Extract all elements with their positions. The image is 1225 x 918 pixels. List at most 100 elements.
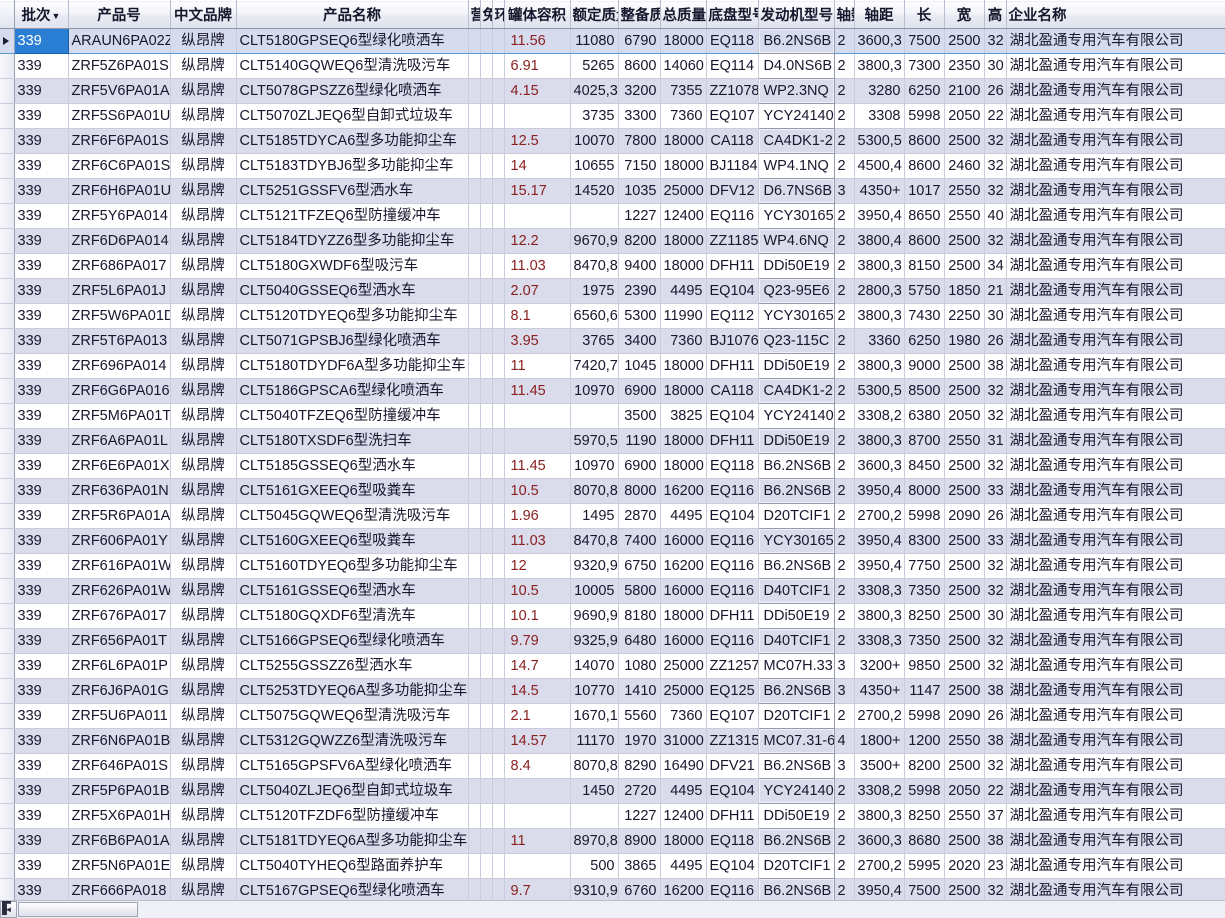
cell-prodno[interactable]: ZRF656PA01T — [68, 628, 171, 654]
cell-s1[interactable] — [468, 628, 481, 654]
cell-s1[interactable] — [468, 128, 481, 154]
cell-curb[interactable]: 1227 — [618, 203, 661, 229]
cell-tankvol[interactable]: 2.07 — [504, 278, 571, 304]
cell-batch[interactable]: 339 — [14, 53, 69, 79]
cell-rated[interactable]: 7420,7 — [570, 353, 619, 379]
cell-engine[interactable]: CA4DK1-2 — [757, 128, 835, 154]
cell-brand[interactable]: 纵昂牌 — [170, 553, 237, 579]
cell-length[interactable]: 8450 — [904, 453, 945, 479]
row-selector-gutter[interactable] — [0, 828, 15, 854]
cell-s3[interactable] — [492, 853, 505, 879]
cell-batch[interactable]: 339 — [14, 203, 69, 229]
cell-curb[interactable]: 6790 — [618, 28, 661, 54]
cell-tankvol[interactable]: 10.5 — [504, 478, 571, 504]
cell-batch[interactable]: 339 — [14, 228, 69, 254]
cell-s3[interactable] — [492, 753, 505, 779]
cell-prodno[interactable]: ZRF6F6PA01S — [68, 128, 171, 154]
horizontal-scrollbar[interactable]: ◄ — [0, 900, 1225, 918]
cell-prodname[interactable]: CLT5161GSSEQ6型洒水车 — [236, 578, 469, 604]
cell-company[interactable]: 湖北盈通专用汽车有限公司 — [1006, 303, 1225, 329]
table-row[interactable]: 339 ZRF6C6PA01S 纵昂牌 CLT5183TDYBJ6型多功能抑尘车 14 1… — [0, 153, 1225, 179]
cell-prodname[interactable]: CLT5160TDYEQ6型多功能抑尘车 — [236, 553, 469, 579]
cell-batch[interactable]: 339 — [14, 578, 69, 604]
cell-gross[interactable]: 18000 — [660, 378, 707, 404]
cell-s2[interactable] — [480, 878, 493, 900]
cell-width[interactable]: 2350 — [944, 53, 985, 79]
cell-wheelbase[interactable]: 2700,2 — [854, 853, 905, 879]
cell-height[interactable]: 33 — [984, 528, 1007, 554]
cell-height[interactable]: 38 — [984, 678, 1007, 704]
cell-s2[interactable] — [480, 578, 493, 604]
cell-batch[interactable]: 339 — [14, 703, 69, 729]
cell-batch[interactable]: 339 — [14, 778, 69, 804]
cell-brand[interactable]: 纵昂牌 — [170, 428, 237, 454]
cell-height[interactable]: 23 — [984, 853, 1007, 879]
cell-batch[interactable]: 339 — [14, 653, 69, 679]
cell-length[interactable]: 5998 — [904, 703, 945, 729]
cell-wheelbase[interactable]: 3308,3 — [854, 578, 905, 604]
cell-chassis[interactable]: DFH11 — [706, 803, 759, 829]
cell-batch[interactable]: 339 — [14, 103, 69, 129]
cell-tankvol[interactable]: 11.45 — [504, 378, 571, 404]
cell-s1[interactable] — [468, 753, 481, 779]
cell-s1[interactable] — [468, 603, 481, 629]
header-cell-s2[interactable]: 免 — [480, 0, 493, 29]
cell-wheelbase[interactable]: 3800,3 — [854, 428, 905, 454]
cell-s3[interactable] — [492, 203, 505, 229]
cell-chassis[interactable]: EQ104 — [706, 778, 759, 804]
cell-s1[interactable] — [468, 828, 481, 854]
cell-s1[interactable] — [468, 253, 481, 279]
cell-prodname[interactable]: CLT5140GQWEQ6型清洗吸污车 — [236, 53, 469, 79]
cell-axles[interactable]: 2 — [834, 203, 855, 229]
header-cell-batch[interactable]: 批次▼ — [14, 0, 69, 29]
cell-length[interactable]: 8680 — [904, 828, 945, 854]
cell-s2[interactable] — [480, 653, 493, 679]
table-row[interactable]: 339 ZRF606PA01Y 纵昂牌 CLT5160GXEEQ6型吸粪车 11.03 8… — [0, 528, 1225, 554]
cell-brand[interactable]: 纵昂牌 — [170, 503, 237, 529]
table-row[interactable]: 339 ZRF5R6PA01A 纵昂牌 CLT5045GQWEQ6型清洗吸污车 1.96… — [0, 503, 1225, 529]
row-selector-gutter[interactable] — [0, 378, 15, 404]
cell-engine[interactable]: YCY30165 — [757, 528, 835, 554]
cell-brand[interactable]: 纵昂牌 — [170, 878, 237, 900]
cell-tankvol[interactable]: 11.03 — [504, 253, 571, 279]
cell-company[interactable]: 湖北盈通专用汽车有限公司 — [1006, 103, 1225, 129]
cell-curb[interactable]: 6480 — [618, 628, 661, 654]
row-selector-gutter[interactable] — [0, 603, 15, 629]
cell-curb[interactable]: 2870 — [618, 503, 661, 529]
table-row[interactable]: 339 ZRF6A6PA01L 纵昂牌 CLT5180TXSDF6型洗扫车 5970,5… — [0, 428, 1225, 454]
cell-s2[interactable] — [480, 453, 493, 479]
cell-prodno[interactable]: ZRF5R6PA01A — [68, 503, 171, 529]
cell-s1[interactable] — [468, 103, 481, 129]
table-row[interactable]: 339 ZRF676PA017 纵昂牌 CLT5180GQXDF6型清洗车 10.1 96… — [0, 603, 1225, 629]
row-selector-gutter[interactable] — [0, 353, 15, 379]
cell-prodno[interactable]: ZRF5S6PA01U — [68, 103, 171, 129]
cell-tankvol[interactable] — [504, 203, 571, 229]
cell-brand[interactable]: 纵昂牌 — [170, 203, 237, 229]
cell-gross[interactable]: 4495 — [660, 503, 707, 529]
cell-company[interactable]: 湖北盈通专用汽车有限公司 — [1006, 553, 1225, 579]
cell-engine[interactable]: CA4DK1-2 — [757, 378, 835, 404]
cell-length[interactable]: 1147 — [904, 678, 945, 704]
cell-engine[interactable]: YCY30165 — [757, 303, 835, 329]
cell-width[interactable]: 2500 — [944, 653, 985, 679]
cell-wheelbase[interactable]: 3500+ — [854, 753, 905, 779]
cell-prodname[interactable]: CLT5253TDYEQ6A型多功能抑尘车 — [236, 678, 469, 704]
cell-prodno[interactable]: ZRF5T6PA013 — [68, 328, 171, 354]
cell-axles[interactable]: 2 — [834, 703, 855, 729]
cell-engine[interactable]: B6.2NS6B — [757, 753, 835, 779]
cell-batch[interactable]: 339 — [14, 878, 69, 900]
cell-length[interactable]: 8000 — [904, 478, 945, 504]
table-row[interactable]: 339 ZRF5V6PA01A 纵昂牌 CLT5078GPSZZ6型绿化喷洒车 4.15… — [0, 78, 1225, 104]
cell-tankvol[interactable]: 14.7 — [504, 653, 571, 679]
table-row[interactable]: 339 ARAUN6PA02Z 纵昂牌 CLT5180GPSEQ6型绿化喷洒车 11.5… — [0, 28, 1225, 54]
cell-prodname[interactable]: CLT5165GPSFV6A型绿化喷洒车 — [236, 753, 469, 779]
cell-height[interactable]: 38 — [984, 728, 1007, 754]
cell-prodno[interactable]: ZRF5Z6PA01S — [68, 53, 171, 79]
cell-curb[interactable]: 3200 — [618, 78, 661, 104]
cell-axles[interactable]: 4 — [834, 728, 855, 754]
cell-brand[interactable]: 纵昂牌 — [170, 28, 237, 54]
cell-rated[interactable]: 10005 — [570, 578, 619, 604]
cell-rated[interactable]: 10655 — [570, 153, 619, 179]
row-selector-gutter[interactable] — [0, 728, 15, 754]
cell-engine[interactable]: Q23-115C — [757, 328, 835, 354]
